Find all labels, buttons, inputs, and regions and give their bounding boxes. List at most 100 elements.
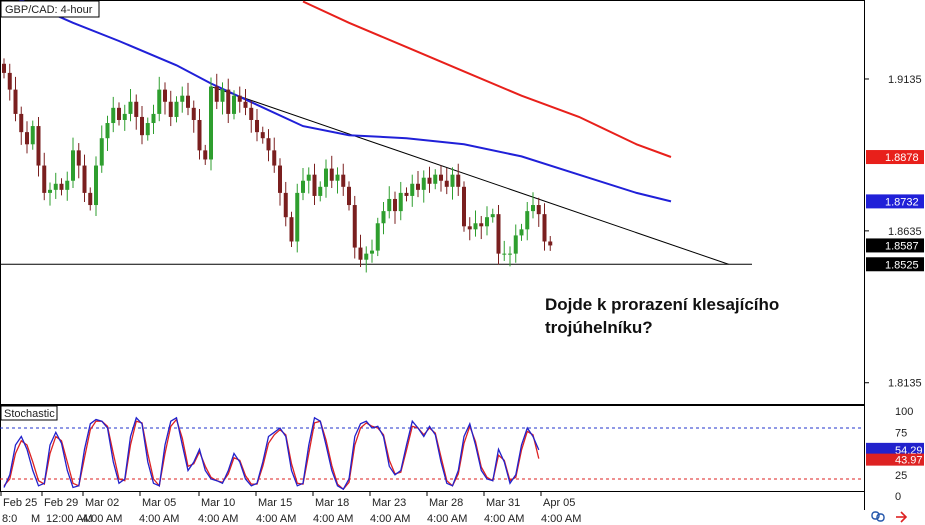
candle-body	[157, 89, 162, 114]
price-tag-label: 1.8587	[885, 240, 919, 252]
arrow-right-icon[interactable]	[896, 511, 908, 523]
candle-body	[186, 95, 190, 108]
candle-body	[25, 132, 29, 145]
candle-body	[163, 89, 167, 102]
question-line-1: Dojde k prorazení klesajícího	[545, 295, 779, 314]
date-label: Mar 15	[258, 497, 292, 509]
candle-body	[364, 253, 369, 260]
candle-body	[117, 107, 121, 120]
candle-body	[220, 89, 225, 102]
candle-body	[105, 123, 110, 139]
candle-body	[416, 183, 420, 190]
date-label: Mar 23	[372, 497, 406, 509]
candle-body	[255, 119, 259, 133]
price-tag-label: 1.8732	[885, 196, 919, 208]
candle-body	[479, 223, 484, 227]
stoch-d-tag-label: 43.97	[895, 455, 923, 467]
time-label: 12:00 AM	[46, 513, 92, 525]
question-line-2: trojúhelníku?	[545, 318, 653, 337]
candle-body	[122, 113, 127, 120]
date-label: Mar 28	[429, 497, 463, 509]
candle-body	[335, 174, 340, 181]
candle-body	[30, 126, 35, 145]
candle-body	[134, 101, 139, 117]
candle-body	[272, 150, 277, 166]
candle-body	[214, 86, 219, 102]
candle-body	[151, 113, 156, 124]
time-label: 4:00 AM	[541, 513, 581, 525]
candle-body	[145, 123, 150, 136]
date-label: Feb 25	[3, 497, 37, 509]
candle-body	[209, 86, 213, 160]
link-icon[interactable]	[871, 511, 885, 522]
stoch-tick-label: 25	[895, 470, 907, 482]
panel-title-box	[0, 0, 100, 18]
candle-body	[548, 241, 553, 246]
price-tick-label: 1.9135	[888, 74, 922, 86]
candle-body	[128, 101, 133, 114]
candle-body	[99, 138, 104, 166]
stoch-k-tag	[866, 442, 924, 457]
price-tick-label: 1.8635	[888, 226, 922, 238]
candle-body	[387, 198, 392, 212]
candle-body	[76, 150, 81, 166]
candle-body	[427, 177, 432, 184]
stoch-tick-label: 75	[895, 427, 907, 439]
time-label: 4:00 AM	[82, 513, 122, 525]
candle-body	[82, 165, 87, 193]
candle-body	[53, 183, 58, 190]
main-plot	[0, 0, 752, 273]
candle-body	[490, 214, 495, 218]
candle-body	[301, 180, 305, 193]
candle-body	[410, 183, 415, 196]
candle-body	[65, 180, 70, 190]
ma-slow-line	[302, 0, 672, 158]
price-tag	[866, 238, 924, 253]
candle-body	[467, 226, 472, 230]
time-label: 4:00 AM	[427, 513, 467, 525]
candle-body	[13, 89, 18, 114]
date-label: Mar 31	[486, 497, 520, 509]
time-label: 4:00 AM	[139, 513, 179, 525]
time-axis: Feb 25 Feb 29 Mar 02 Mar 05 Mar 10 Mar 15 Mar …	[0, 491, 581, 525]
main-panel-frame	[0, 0, 865, 405]
candle-body	[375, 223, 380, 251]
candle-body	[2, 63, 6, 73]
time-label: 4:00 AM	[370, 513, 410, 525]
candle-body	[485, 217, 489, 227]
time-label: 4:00 AM	[256, 513, 296, 525]
time-label: M	[31, 513, 40, 525]
time-label: 8:0	[2, 513, 17, 525]
candle-body	[508, 253, 512, 255]
stochastic-title-box	[0, 405, 58, 421]
candle-body	[519, 229, 524, 236]
candle-body	[358, 247, 363, 260]
candle-body	[278, 165, 282, 193]
candle-body	[94, 165, 98, 206]
candle-body	[237, 95, 242, 102]
candle-body	[341, 174, 346, 187]
date-label: Feb 29	[44, 497, 78, 509]
time-label: 4:00 AM	[313, 513, 353, 525]
candle-body	[513, 235, 518, 254]
candle-body	[59, 183, 64, 190]
price-tick-label: 1.8135	[888, 378, 922, 390]
candle-body	[352, 205, 357, 248]
candle-body	[174, 101, 179, 117]
date-label: Mar 18	[315, 497, 349, 509]
candle-body	[180, 95, 185, 102]
candle-body	[542, 214, 547, 242]
candle-body	[203, 150, 208, 160]
candle-body	[232, 95, 236, 114]
candle-body	[324, 168, 328, 187]
stoch-tick-label: 100	[895, 406, 913, 418]
candle-body	[140, 116, 144, 136]
candle-body	[370, 250, 374, 254]
candle-body	[462, 186, 466, 227]
candle-body	[525, 211, 530, 230]
date-label: Apr 05	[543, 497, 575, 509]
price-tag	[866, 150, 924, 165]
candle-body	[243, 101, 248, 108]
